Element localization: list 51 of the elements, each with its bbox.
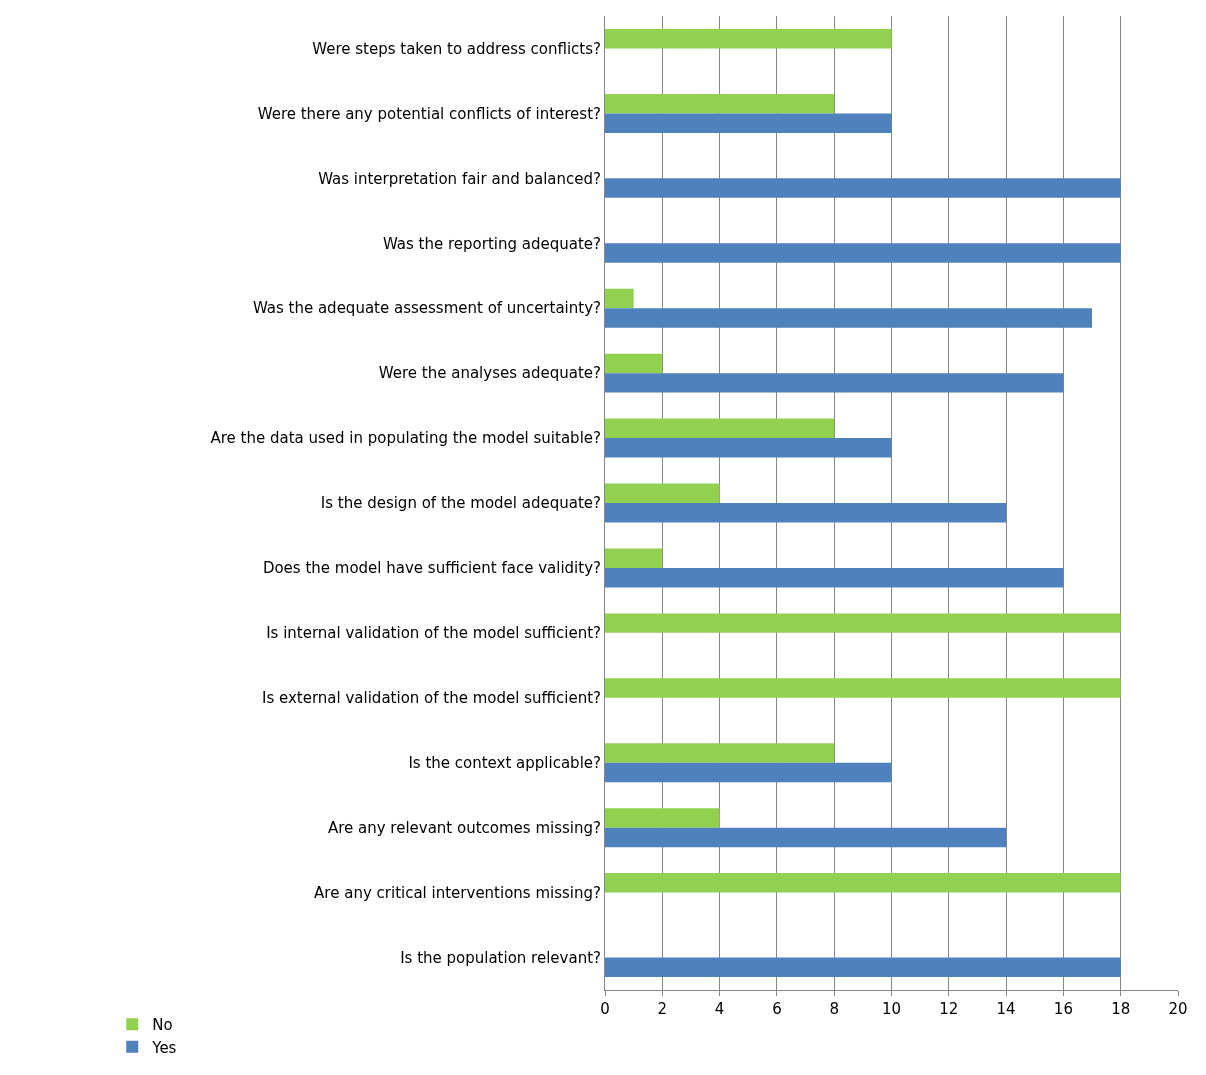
bar — [605, 503, 1007, 523]
x-tick-label: 20 — [1168, 1000, 1188, 1018]
y-tick-label: Were there any potential conflicts of interest? — [257, 104, 601, 123]
y-tick-label: Does the model have sufficient face validity? — [262, 559, 601, 578]
y-tick-label: Were steps taken to address conflicts? — [312, 39, 601, 58]
bar — [605, 353, 663, 374]
bar — [605, 373, 1064, 393]
bar — [605, 93, 835, 114]
y-tick-label: Is the population relevant? — [400, 948, 601, 967]
x-tick-label: 4 — [714, 1000, 725, 1018]
bar — [605, 438, 892, 458]
bar — [605, 762, 892, 783]
x-tick-label: 18 — [1111, 1000, 1131, 1018]
bar — [605, 243, 1121, 263]
x-tick-label: 8 — [829, 1000, 839, 1018]
y-tick-label: Is the context applicable? — [408, 753, 601, 772]
y-tick-label: Is external validation of the model sufficient? — [261, 689, 601, 708]
bar — [605, 28, 892, 49]
bar — [605, 288, 634, 309]
y-tick-label: Was the adequate assessment of uncertainty? — [252, 299, 601, 318]
x-tick-label: 0 — [600, 1000, 610, 1018]
legend-label: Yes — [151, 1038, 177, 1057]
bar — [605, 548, 663, 568]
y-tick-label: Was interpretation fair and balanced? — [318, 169, 601, 188]
x-tick-label: 12 — [939, 1000, 959, 1018]
y-tick-label: Is the design of the model adequate? — [320, 494, 601, 513]
bar — [605, 567, 1064, 588]
bar — [605, 808, 720, 828]
y-tick-label: Are the data used in populating the model suitable? — [210, 429, 601, 448]
y-tick-label: Was the reporting adequate? — [382, 234, 601, 253]
bar — [605, 957, 1121, 978]
bar — [605, 418, 835, 439]
bar — [605, 827, 1007, 848]
x-tick-label: 2 — [657, 1000, 668, 1018]
bar — [605, 743, 835, 763]
bar — [605, 483, 720, 503]
bar — [605, 113, 892, 133]
bar — [605, 613, 1121, 633]
x-tick-label: 10 — [881, 1000, 902, 1018]
x-tick-label: 16 — [1053, 1000, 1073, 1018]
y-tick-label: Is internal validation of the model sufficient? — [266, 624, 601, 643]
y-tick-label: Are any critical interventions missing? — [314, 883, 601, 902]
legend-label: No — [152, 1016, 173, 1035]
y-tick-label: Are any relevant outcomes missing? — [327, 818, 601, 837]
x-tick-label: 6 — [772, 1000, 782, 1018]
bar — [605, 873, 1121, 893]
bar — [605, 678, 1121, 698]
y-tick-label: Were the analyses adequate? — [378, 364, 601, 383]
bar — [605, 178, 1121, 198]
x-tick-label: 14 — [996, 1000, 1016, 1018]
bar — [605, 308, 1093, 328]
